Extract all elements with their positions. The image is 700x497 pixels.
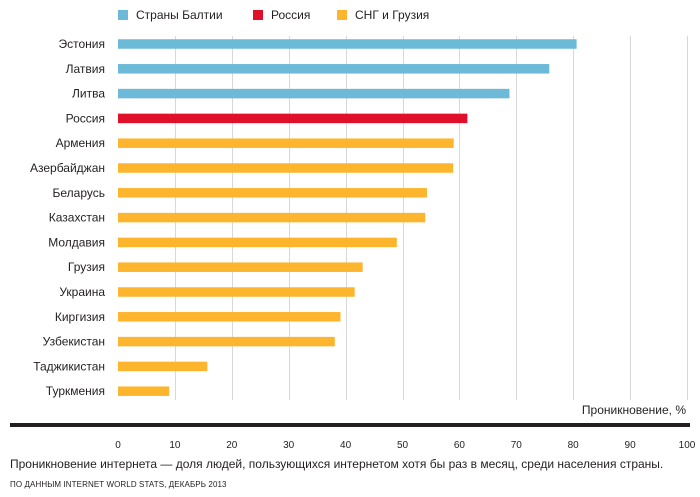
x-tick-label-70: 70: [511, 440, 523, 450]
bars: [118, 39, 577, 396]
bar-8: [118, 212, 426, 223]
category-label-8: Казахстан: [49, 211, 105, 225]
x-tick-label-10: 10: [169, 440, 181, 450]
x-tick-label-90: 90: [625, 440, 637, 450]
caption: Проникновение интернета — доля людей, по…: [10, 457, 664, 471]
legend-swatch-russia: [253, 10, 263, 20]
x-tick-label-40: 40: [340, 440, 352, 450]
x-tick-label-50: 50: [397, 440, 409, 450]
x-axis-line: [10, 423, 690, 427]
bar-5: [118, 138, 454, 148]
category-label-15: Туркмения: [46, 384, 105, 398]
bar-15: [118, 386, 170, 396]
category-labels: Эстония Латвия Литва Россия Армения Азербайдж…: [30, 37, 105, 398]
bar-3: [118, 88, 510, 99]
bar-2: [118, 64, 550, 74]
bar-12: [118, 312, 341, 322]
category-label-14: Таджикистан: [33, 359, 105, 373]
x-axis-ticks: 0 10 20 30 40 50 60 70 80 90 100: [115, 440, 696, 450]
legend-swatch-baltic: [118, 10, 128, 20]
bar-11: [118, 287, 355, 297]
x-tick-label-60: 60: [454, 440, 466, 450]
x-tick-label-100: 100: [679, 440, 696, 450]
legend-label-russia: Россия: [271, 8, 310, 22]
x-tick-label-20: 20: [226, 440, 238, 450]
bar-1: [118, 39, 577, 49]
category-label-10: Грузия: [68, 260, 105, 274]
category-label-3: Литва: [72, 87, 105, 101]
bar-13: [118, 336, 335, 347]
legend: Страны Балтии Россия СНГ и Грузия: [118, 8, 429, 22]
bar-10: [118, 262, 363, 272]
bar-chart: Страны Балтии Россия СНГ и Грузия Эстония Л…: [10, 8, 696, 450]
legend-swatch-cis: [337, 10, 347, 20]
bar-6: [118, 163, 454, 173]
category-label-5: Армения: [56, 136, 105, 150]
legend-label-baltic: Страны Балтии: [136, 8, 223, 22]
category-label-12: Киргизия: [55, 310, 105, 324]
category-label-4: Россия: [66, 111, 105, 125]
category-label-9: Молдавия: [48, 235, 105, 249]
category-label-6: Азербайджан: [30, 161, 105, 175]
source-note: ПО ДАННЫМ INTERNET WORLD STATS, ДЕКАБРЬ …: [10, 480, 227, 489]
x-tick-label-0: 0: [115, 440, 121, 450]
x-axis-title: Проникновение, %: [582, 403, 686, 417]
x-tick-label-30: 30: [283, 440, 295, 450]
category-label-13: Узбекистан: [43, 335, 105, 349]
x-tick-label-80: 80: [568, 440, 580, 450]
category-label-2: Латвия: [66, 62, 105, 76]
legend-label-cis: СНГ и Грузия: [355, 8, 429, 22]
bar-14: [118, 361, 208, 372]
bar-4: [118, 113, 468, 124]
category-label-11: Украина: [59, 285, 105, 299]
bar-9: [118, 237, 397, 248]
category-label-7: Беларусь: [53, 186, 105, 200]
category-label-1: Эстония: [59, 37, 106, 51]
bar-7: [118, 188, 427, 198]
